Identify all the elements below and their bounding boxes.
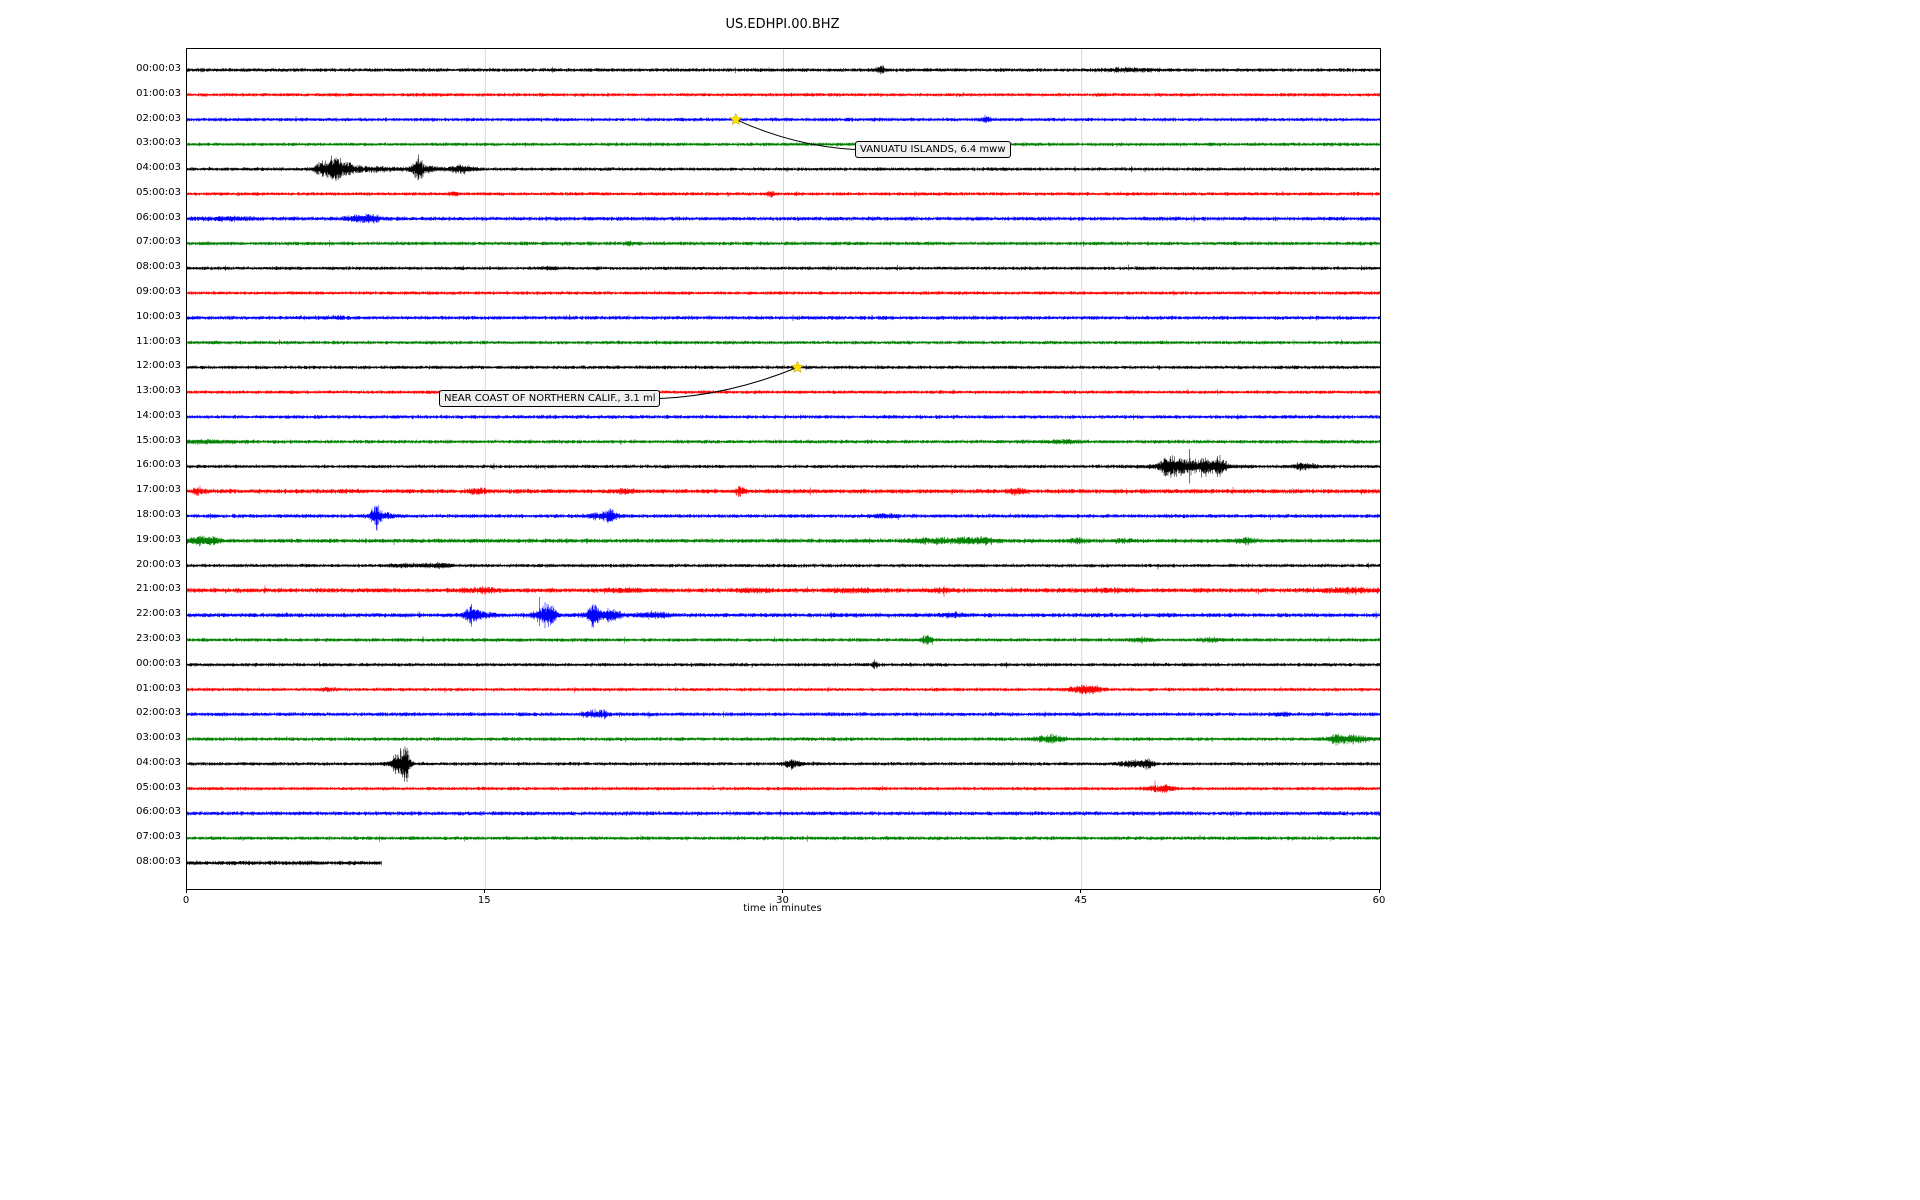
x-tick-mark [1378,889,1380,893]
x-tick-mark [185,889,187,893]
trace-label: 19:00:03 [136,533,181,545]
trace-label: 07:00:03 [136,236,181,248]
trace-time-labels: 00:00:03 01:00:03 02:00:03 03:00:03 04:00:03… [80,48,181,888]
trace-label: 08:00:03 [136,855,181,867]
trace-label: 00:00:03 [136,63,181,74]
trace-label: 09:00:03 [136,286,181,298]
trace-label: 13:00:03 [136,385,181,397]
x-tick-label: 30 [776,895,789,906]
trace-label: 21:00:03 [136,583,181,595]
trace-label: 04:00:03 [136,756,181,768]
trace-label: 01:00:03 [136,87,181,99]
trace-label: 20:00:03 [136,558,181,570]
trace-label: 12:00:03 [136,360,181,372]
x-tick-label: 0 [182,895,190,906]
x-tick-label: 15 [477,895,491,906]
x-axis-title: time in minutes [743,903,822,914]
trace-label: 22:00:03 [136,608,181,620]
x-tick-mark [1080,889,1082,893]
trace-label: 15:00:03 [136,434,181,446]
trace-label: 05:00:03 [136,186,181,198]
trace-label: 18:00:03 [136,509,181,521]
trace-label: 06:00:03 [136,806,181,818]
trace-label: 17:00:03 [136,484,181,496]
trace-label: 03:00:03 [136,732,181,744]
trace-label: 07:00:03 [136,831,181,843]
trace-label: 10:00:03 [136,310,181,322]
x-tick-label: 60 [1372,895,1386,906]
trace-label: 08:00:03 [136,261,181,273]
trace-label: 23:00:03 [136,632,181,644]
x-tick-mark [782,889,783,893]
trace-label: 00:00:03 [136,657,181,669]
seismogram-canvas [187,49,1380,889]
plot-area: VANUATU ISLANDS, 6.4 mww NEAR COAST OF N… [186,48,1381,890]
trace-label: 02:00:03 [136,112,181,124]
trace-label: 04:00:03 [136,162,181,174]
trace-label: 11:00:03 [136,335,181,347]
trace-label: 14:00:03 [136,409,181,421]
chart-title: US.EDHPI.00.BHZ [725,17,840,32]
trace-label: 02:00:03 [136,707,181,719]
trace-label: 03:00:03 [136,137,181,149]
event-annotation-vanuatu: VANUATU ISLANDS, 6.4 mww [855,141,1011,158]
x-tick-label: 45 [1074,895,1088,906]
trace-label: 05:00:03 [136,781,181,793]
x-tick-mark [483,889,485,893]
trace-label: 16:00:03 [136,459,181,471]
trace-label: 01:00:03 [136,682,181,694]
event-annotation-norcal: NEAR COAST OF NORTHERN CALIF., 3.1 ml [439,390,661,407]
x-axis-ticks: 0 15 30 45 60 [183,889,1385,913]
trace-label: 06:00:03 [136,211,181,223]
